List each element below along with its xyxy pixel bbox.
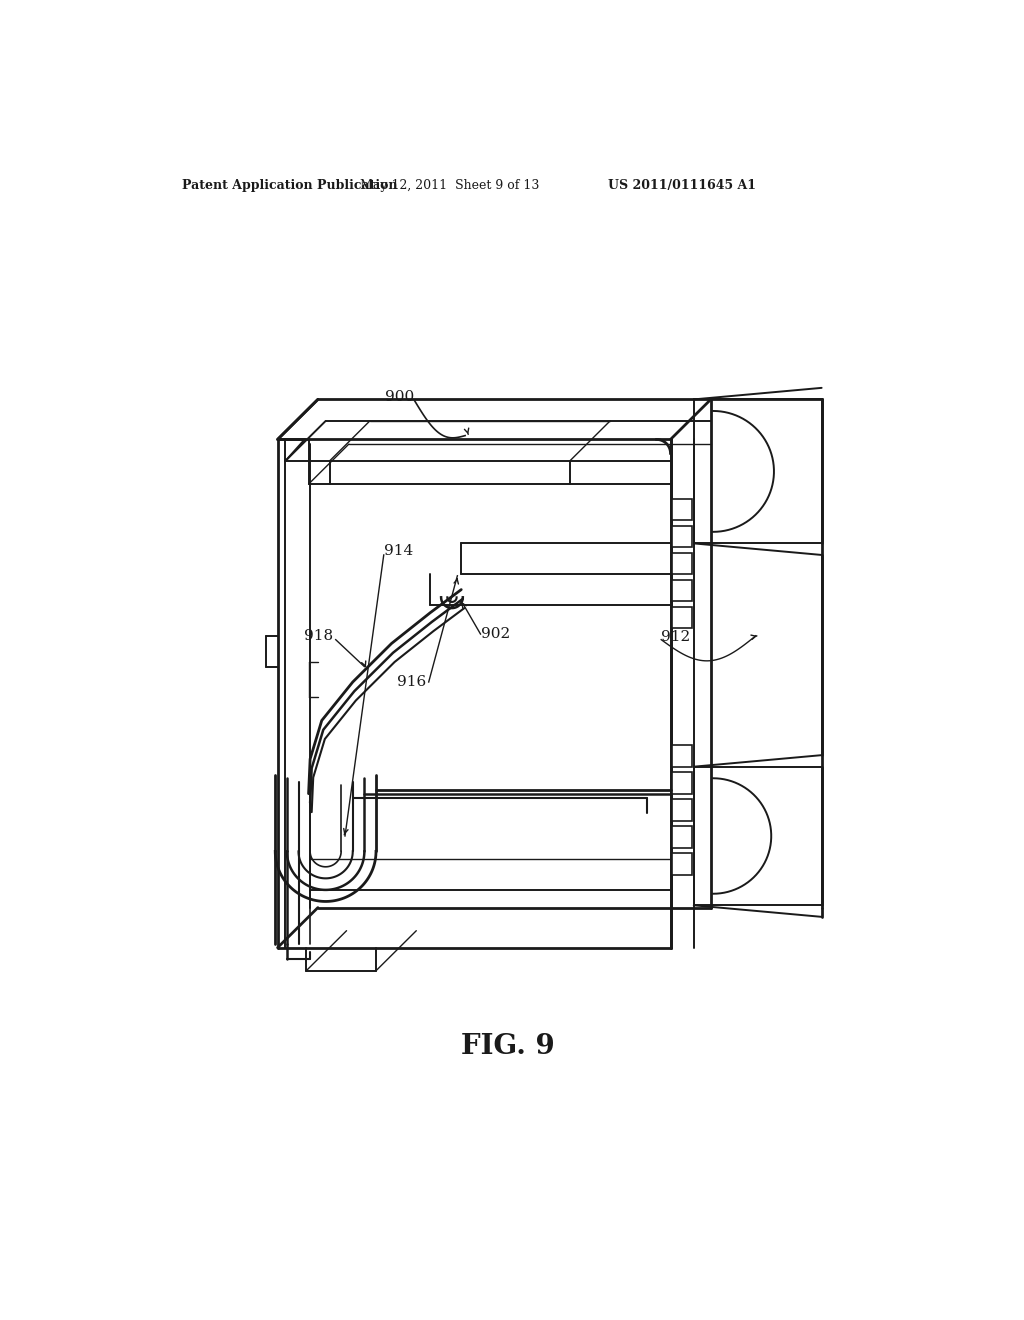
Text: FIG. 9: FIG. 9 bbox=[461, 1032, 555, 1060]
Text: US 2011/0111645 A1: US 2011/0111645 A1 bbox=[608, 178, 757, 191]
Text: 918: 918 bbox=[304, 628, 334, 643]
Bar bbox=[672, 826, 692, 847]
Text: May 12, 2011  Sheet 9 of 13: May 12, 2011 Sheet 9 of 13 bbox=[360, 178, 540, 191]
Bar bbox=[672, 553, 692, 574]
Text: 912: 912 bbox=[662, 631, 690, 644]
Bar bbox=[672, 525, 692, 548]
Bar bbox=[672, 607, 692, 628]
Text: Patent Application Publication: Patent Application Publication bbox=[182, 178, 397, 191]
Text: 916: 916 bbox=[397, 675, 426, 689]
Text: 902: 902 bbox=[480, 627, 510, 642]
Bar bbox=[672, 744, 692, 767]
Bar bbox=[672, 799, 692, 821]
Text: 900: 900 bbox=[385, 391, 415, 404]
Bar bbox=[672, 579, 692, 601]
Bar bbox=[672, 772, 692, 793]
Bar bbox=[672, 853, 692, 875]
Text: 914: 914 bbox=[384, 544, 413, 558]
Bar bbox=[672, 499, 692, 520]
